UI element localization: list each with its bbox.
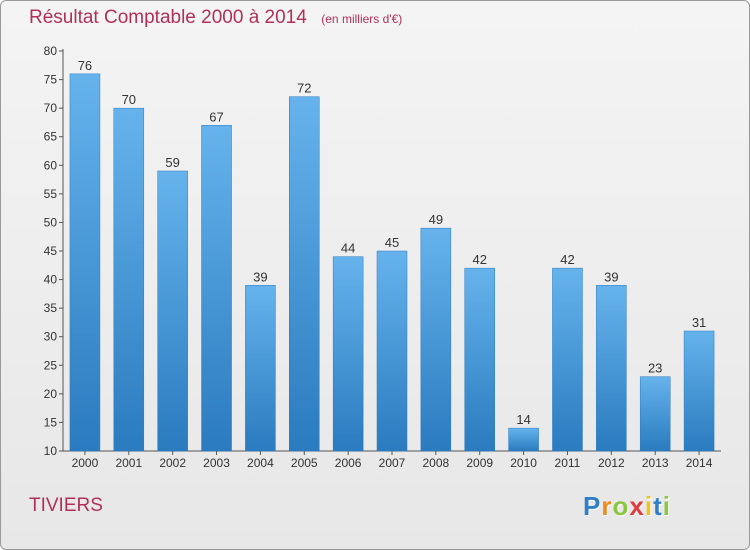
logo-letter: i: [644, 491, 654, 521]
bar: [596, 285, 627, 452]
y-tick-label: 60: [44, 158, 58, 172]
y-tick-label: 30: [44, 330, 58, 344]
y-tick-label: 55: [44, 187, 58, 201]
bar: [157, 170, 188, 452]
x-tick-label: 2014: [686, 456, 713, 470]
bars-group: [69, 73, 715, 452]
y-tick-label: 80: [44, 44, 58, 58]
bar: [464, 267, 495, 452]
title-text: Résultat Comptable 2000 à 2014: [29, 7, 307, 28]
logo-letter: r: [601, 491, 613, 521]
data-label: 31: [692, 315, 706, 330]
commune-name: TIVIERS: [29, 495, 103, 516]
data-label: 14: [516, 412, 530, 427]
x-tick-label: 2005: [291, 456, 318, 470]
bar: [683, 330, 715, 452]
bar: [113, 107, 145, 452]
data-label: 45: [385, 235, 399, 250]
x-tick-label: 2010: [510, 456, 537, 470]
y-tick-label: 40: [44, 273, 58, 287]
x-tick-label: 2012: [598, 456, 625, 470]
bar: [201, 125, 232, 452]
subtitle-text: (en milliers d'€): [321, 12, 403, 26]
y-tick-label: 35: [44, 301, 58, 315]
x-tick-label: 2004: [247, 456, 274, 470]
x-tick-label: 2001: [115, 456, 142, 470]
data-label: 39: [253, 269, 267, 284]
logo-letter: x: [629, 491, 645, 521]
y-tick-label: 25: [44, 358, 58, 372]
proxiti-logo: Proxiti: [583, 491, 671, 522]
y-tick-label: 75: [44, 73, 58, 87]
data-label: 39: [604, 269, 618, 284]
data-label: 67: [209, 109, 223, 124]
data-label: 72: [297, 81, 311, 96]
y-tick-label: 15: [44, 415, 58, 429]
data-label: 70: [122, 92, 136, 107]
logo-letter: o: [612, 491, 630, 521]
bar: [289, 96, 320, 452]
x-tick-label: 2009: [466, 456, 493, 470]
data-label: 42: [560, 252, 574, 267]
x-tick-label: 2006: [335, 456, 362, 470]
y-tick-label: 70: [44, 101, 58, 115]
data-label: 59: [165, 155, 179, 170]
x-tick-label: 2002: [159, 456, 186, 470]
bar: [69, 73, 101, 452]
data-label: 23: [648, 361, 662, 376]
data-label: 42: [472, 252, 486, 267]
x-tick-label: 2013: [642, 456, 669, 470]
bar: [245, 285, 276, 452]
data-label: 44: [341, 241, 355, 256]
x-tick-label: 2007: [379, 456, 406, 470]
bar: [376, 250, 408, 452]
bar: [332, 256, 364, 452]
data-label: 49: [429, 212, 443, 227]
y-tick-label: 20: [44, 387, 58, 401]
x-tick-label: 2011: [555, 456, 581, 470]
value-labels-group: 76 70 59 67 39 72 44 45 49 42 14 42 39 23 31: [78, 58, 707, 427]
data-label: 76: [78, 58, 92, 73]
logo-letter: t: [653, 491, 663, 521]
chart-title: Résultat Comptable 2000 à 2014 (en milli…: [29, 7, 402, 29]
y-tick-label: 65: [44, 130, 58, 144]
bar: [508, 427, 539, 452]
y-tick-label: 50: [44, 215, 58, 229]
x-tick-label: 2003: [203, 456, 230, 470]
x-tick-label: 2008: [423, 456, 450, 470]
logo-letter: i: [662, 491, 671, 521]
bar: [639, 376, 671, 452]
y-tick-label: 10: [44, 444, 58, 458]
y-tick-label: 45: [44, 244, 58, 258]
logo-letter: P: [583, 491, 602, 521]
bar: [552, 267, 583, 452]
bar: [420, 227, 452, 452]
x-tick-label: 2000: [72, 456, 99, 470]
